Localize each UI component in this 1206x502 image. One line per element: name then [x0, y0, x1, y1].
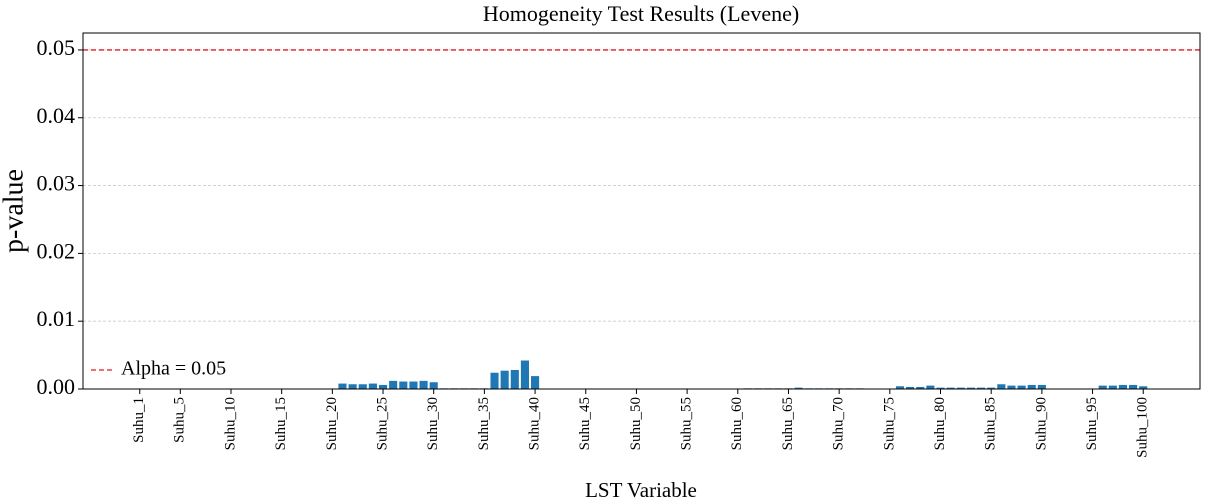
bar [1139, 386, 1148, 389]
bar [429, 382, 438, 389]
x-tick-label: Suhu_70 [831, 397, 847, 450]
y-axis-label: p-value [0, 169, 29, 253]
x-axis-label: LST Variable [585, 478, 697, 502]
x-tick-label: Suhu_55 [679, 397, 695, 450]
axes-frame [82, 32, 1201, 390]
x-tick-label: Suhu_10 [222, 397, 238, 450]
bar [500, 370, 509, 389]
bar [987, 387, 996, 389]
bar [520, 360, 529, 389]
bar [419, 380, 428, 389]
bar [358, 384, 367, 389]
bar [378, 384, 388, 389]
bar [956, 387, 965, 389]
bar [490, 372, 499, 389]
bar [531, 376, 540, 389]
bar [936, 387, 945, 389]
x-tick-label: Suhu_95 [1084, 397, 1100, 450]
x-tick-label: Suhu_15 [273, 397, 289, 450]
bar [1098, 385, 1107, 389]
x-tick-label: Suhu_85 [983, 397, 999, 450]
bar [977, 387, 986, 389]
bar [997, 384, 1006, 389]
y-tick-label: 0.00 [37, 374, 76, 399]
y-tick-label: 0.04 [37, 103, 76, 128]
y-tick-label: 0.01 [37, 306, 76, 331]
bar [966, 387, 975, 389]
y-tick-label: 0.05 [37, 35, 76, 60]
x-tick-label: Suhu_65 [780, 397, 796, 450]
x-tick-label: Suhu_60 [729, 397, 745, 450]
bar [1108, 385, 1117, 389]
bar [906, 386, 915, 389]
x-tick-label: Suhu_30 [425, 397, 441, 450]
y-tick-label: 0.02 [37, 238, 76, 263]
bar [409, 381, 418, 389]
bar [926, 385, 935, 389]
bar [794, 387, 803, 389]
x-tick-label: Suhu_80 [932, 397, 948, 450]
bar [510, 370, 519, 389]
x-tick-label: Suhu_5 [172, 397, 188, 443]
chart-title: Homogeneity Test Results (Levene) [483, 1, 799, 26]
x-tick-label: Suhu_25 [374, 397, 390, 450]
x-tick-label: Suhu_90 [1033, 397, 1049, 450]
bar [348, 384, 357, 389]
x-tick-label: Suhu_1 [131, 397, 147, 443]
bar [916, 386, 925, 389]
bar [1037, 384, 1046, 389]
bar [1017, 385, 1026, 389]
x-tick-label: Suhu_40 [527, 397, 543, 450]
bar [368, 383, 377, 389]
x-tick-label: Suhu_35 [476, 397, 492, 450]
x-tick-label: Suhu_50 [628, 397, 644, 450]
x-tick-label: Suhu_45 [577, 397, 593, 450]
y-tick-label: 0.03 [37, 171, 76, 196]
bar [399, 381, 408, 389]
bar [946, 387, 955, 389]
bar [1129, 384, 1138, 389]
bar [1007, 385, 1016, 389]
bar [1118, 384, 1128, 389]
bar [338, 383, 347, 389]
bar [389, 380, 398, 389]
x-tick-label: Suhu_75 [881, 397, 897, 450]
bar [895, 386, 905, 389]
x-tick-label: Suhu_20 [324, 397, 340, 450]
legend-label: Alpha = 0.05 [121, 358, 226, 380]
x-tick-label: Suhu_100 [1135, 397, 1151, 458]
bar [1027, 384, 1036, 389]
